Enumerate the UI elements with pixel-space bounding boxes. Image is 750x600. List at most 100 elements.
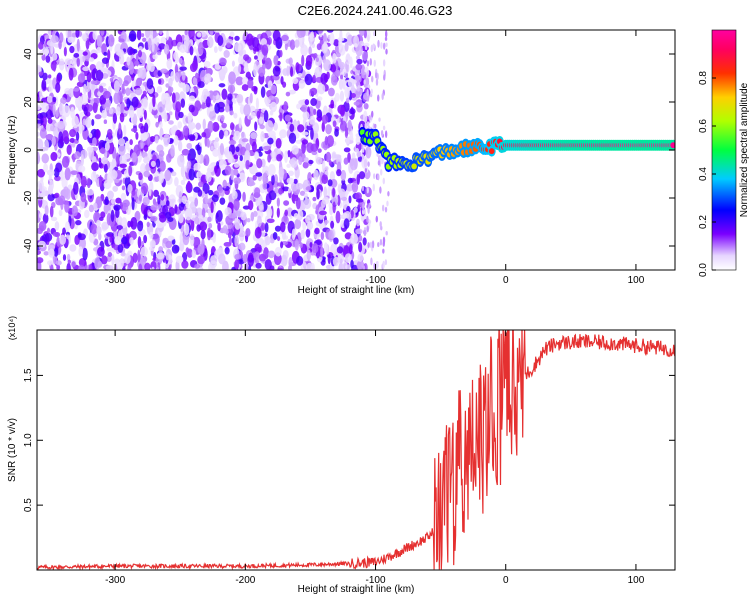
noise-speckle <box>196 224 201 232</box>
noise-speckle <box>193 46 197 52</box>
noise-speckle <box>140 246 148 257</box>
snr-series-line <box>37 330 675 570</box>
noise-speckle <box>148 102 153 113</box>
noise-speckle <box>379 153 382 162</box>
noise-speckle <box>234 42 242 53</box>
noise-speckle <box>291 145 299 155</box>
noise-speckle <box>160 68 168 74</box>
noise-speckle <box>267 250 276 259</box>
noise-speckle <box>116 225 123 230</box>
noise-speckle <box>184 30 188 36</box>
noise-speckle <box>50 216 58 222</box>
colorbar-tick-label: 0.6 <box>698 119 709 133</box>
noise-speckle <box>357 253 364 262</box>
noise-speckle <box>137 220 144 232</box>
noise-speckle <box>374 123 377 129</box>
noise-speckle <box>149 240 156 248</box>
noise-speckle <box>301 139 309 145</box>
noise-speckle <box>88 133 93 139</box>
spectrogram-image <box>37 30 675 270</box>
noise-speckle <box>54 231 61 238</box>
noise-speckle <box>155 158 161 168</box>
noise-speckle <box>140 125 146 135</box>
noise-speckle <box>209 110 217 122</box>
noise-speckle <box>324 166 329 171</box>
noise-speckle <box>196 32 202 38</box>
noise-speckle <box>302 111 310 121</box>
noise-speckle <box>211 194 219 203</box>
noise-speckle <box>384 259 388 266</box>
noise-speckle <box>156 85 163 94</box>
x-tick-label: -100 <box>366 275 386 286</box>
noise-speckle <box>356 173 360 185</box>
noise-speckle <box>330 64 337 73</box>
noise-speckle <box>384 36 388 41</box>
noise-speckle <box>213 30 222 33</box>
noise-speckle <box>41 153 50 164</box>
noise-speckle <box>163 112 168 123</box>
noise-speckle <box>56 264 61 270</box>
noise-speckle <box>46 260 55 266</box>
noise-speckle <box>309 37 314 42</box>
noise-speckle <box>371 110 374 118</box>
noise-speckle <box>41 53 46 61</box>
noise-speckle <box>183 223 190 236</box>
noise-speckle <box>238 55 245 65</box>
noise-speckle <box>338 262 344 270</box>
noise-speckle <box>62 227 67 235</box>
noise-speckle <box>68 87 75 98</box>
noise-speckle <box>382 59 386 67</box>
noise-speckle <box>80 192 87 203</box>
noise-speckle <box>373 30 376 37</box>
noise-speckle <box>39 127 47 139</box>
noise-speckle <box>108 107 114 115</box>
noise-speckle <box>312 196 317 202</box>
y-tick-label: -20 <box>23 190 34 205</box>
noise-speckle <box>228 213 236 219</box>
colorbar-tick-label: 0.8 <box>698 71 709 85</box>
noise-speckle <box>200 229 206 240</box>
noise-speckle <box>242 253 248 264</box>
noise-speckle <box>96 46 102 54</box>
noise-speckle <box>283 101 288 113</box>
noise-speckle <box>233 154 239 160</box>
noise-speckle <box>349 108 356 115</box>
noise-speckle <box>344 130 348 139</box>
noise-speckle <box>279 112 283 122</box>
noise-speckle <box>305 186 312 191</box>
noise-speckle <box>205 171 212 183</box>
noise-speckle <box>280 221 286 233</box>
noise-speckle <box>276 182 284 187</box>
noise-speckle <box>233 130 241 139</box>
noise-speckle <box>43 251 49 256</box>
noise-speckle <box>322 41 328 53</box>
noise-speckle <box>277 267 283 270</box>
noise-speckle <box>37 151 40 164</box>
noise-speckle <box>228 140 237 145</box>
noise-speckle <box>112 185 119 192</box>
noise-speckle <box>330 75 338 86</box>
noise-speckle <box>367 206 370 214</box>
noise-speckle <box>333 39 340 47</box>
noise-speckle <box>207 36 214 48</box>
noise-speckle <box>372 183 375 192</box>
noise-speckle <box>137 49 143 58</box>
spectrogram-y-label: Frequency (Hz) <box>7 116 18 185</box>
noise-speckle <box>260 131 265 143</box>
noise-speckle <box>166 58 173 70</box>
noise-speckle <box>363 110 368 124</box>
noise-speckle <box>164 100 173 112</box>
noise-speckle <box>295 62 300 72</box>
noise-speckle <box>329 32 335 45</box>
ridge-core <box>670 142 675 149</box>
noise-speckle <box>351 79 357 84</box>
noise-speckle <box>339 120 348 132</box>
noise-speckle <box>236 93 244 104</box>
noise-speckle <box>204 76 208 83</box>
noise-speckle <box>314 66 323 79</box>
noise-speckle <box>157 78 162 85</box>
noise-speckle <box>154 135 159 144</box>
noise-speckle <box>59 102 65 116</box>
noise-speckle <box>143 144 149 152</box>
noise-speckle <box>148 184 152 197</box>
